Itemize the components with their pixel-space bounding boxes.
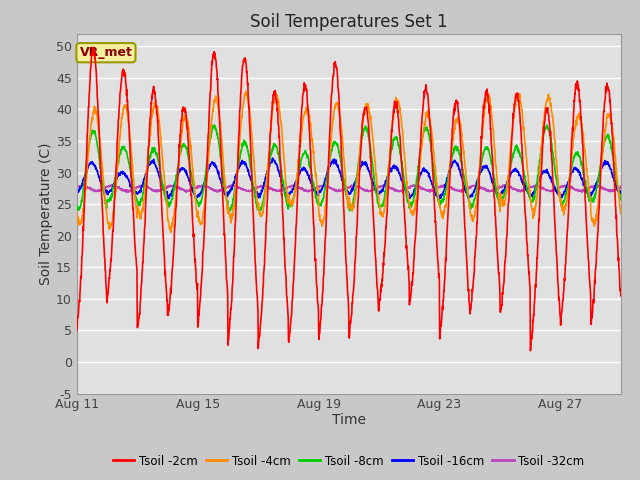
Text: VR_met: VR_met [79,46,132,59]
Y-axis label: Soil Temperature (C): Soil Temperature (C) [39,143,53,285]
X-axis label: Time: Time [332,413,366,427]
Legend: Tsoil -2cm, Tsoil -4cm, Tsoil -8cm, Tsoil -16cm, Tsoil -32cm: Tsoil -2cm, Tsoil -4cm, Tsoil -8cm, Tsoi… [108,450,589,472]
Title: Soil Temperatures Set 1: Soil Temperatures Set 1 [250,12,447,31]
